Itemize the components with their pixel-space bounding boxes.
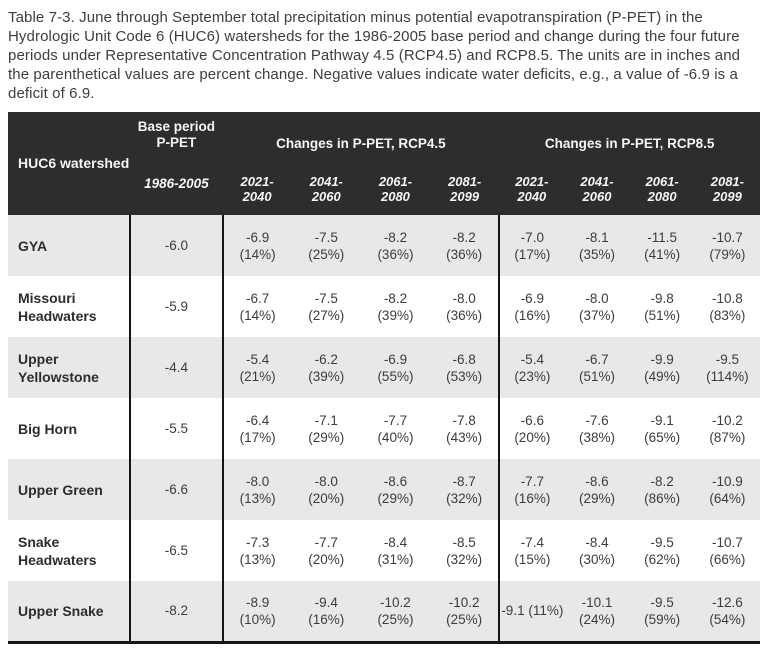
change-value-cell: -10.2 (25%) <box>377 594 414 627</box>
period-header: 2041- 2060 <box>564 174 630 215</box>
change-value-cell: -10.1 (24%) <box>578 594 615 627</box>
change-value-cell: -9.1 (65%) <box>644 412 681 445</box>
change-value-cell: -8.7 (32%) <box>430 459 501 520</box>
change-value-cell: -8.4 (30%) <box>578 534 615 567</box>
period-header: 2021- 2040 <box>222 174 292 215</box>
period-header: 2081- 2099 <box>694 174 760 215</box>
change-value-cell: -8.0 (13%) <box>239 473 276 506</box>
pet-table: HUC6 watershed Base period P-PET Changes… <box>8 112 760 644</box>
change-value-cell: -9.5 (62%) <box>644 534 681 567</box>
base-period-value: -5.5 <box>130 398 224 459</box>
watershed-label: Upper Snake <box>8 581 132 642</box>
watershed-label: Missouri Headwaters <box>8 276 132 337</box>
change-value-cell: -10.9 (64%) <box>709 473 746 506</box>
change-value-cell: -8.4 (31%) <box>377 534 414 567</box>
base-period-value: -6.5 <box>130 520 224 581</box>
change-value-cell: -10.8 (83%) <box>709 290 746 323</box>
base-period-value: -5.9 <box>130 276 224 337</box>
change-value-cell: -9.8 (51%) <box>644 290 681 323</box>
change-value-cell: -10.2 (87%) <box>709 412 746 445</box>
change-value-cell: -8.1 (35%) <box>578 229 615 262</box>
change-value-cell: -8.2 (86%) <box>644 473 681 506</box>
change-value-cell: -9.5 (114%) <box>706 351 749 384</box>
change-value-cell: -7.4 (15%) <box>514 534 551 567</box>
table-row: Upper Yellowstone -4.4 -5.4 (21%) -6.2 (39%… <box>8 337 760 398</box>
change-value-cell: -7.5 (25%) <box>308 229 345 262</box>
change-value-cell: -8.0 (37%) <box>578 290 615 323</box>
huc6-watershed-header: HUC6 watershed <box>8 112 131 215</box>
change-value-cell: -8.2 (39%) <box>377 290 414 323</box>
change-value-cell: -9.4 (16%) <box>308 594 345 627</box>
change-value-cell: -8.0 (20%) <box>308 473 345 506</box>
change-value-cell: -7.5 (27%) <box>308 290 345 323</box>
change-value-cell: -10.7 (66%) <box>709 534 746 567</box>
change-value-cell: -6.9 (14%) <box>239 229 276 262</box>
table-caption: Table 7-3. June through September total … <box>8 9 741 102</box>
table-row: Upper Snake -8.2 -8.9 (10%) -9.4 (16%) -10.2… <box>8 581 760 642</box>
table-row: Snake Headwaters -6.5 -7.3 (13%) -7.7 (20%)… <box>8 520 760 581</box>
watershed-label: Upper Yellowstone <box>8 337 132 398</box>
table-row: Missouri Headwaters -5.9 -6.7 (14%) -7.5 (2… <box>8 276 760 337</box>
change-value-cell: -9.5 (59%) <box>644 594 681 627</box>
change-value-cell: -6.2 (39%) <box>308 351 345 384</box>
change-value-cell: -6.4 (17%) <box>239 412 276 445</box>
base-period-header: Base period P-PET <box>130 112 223 174</box>
change-value-cell: -7.7 (20%) <box>308 534 345 567</box>
table-body: GYA -6.0 -6.9 (14%) -7.5 (25%) -8.2 (36%) -8.… <box>8 215 760 642</box>
change-value-cell: -8.2 (36%) <box>377 229 414 262</box>
base-period-value: -4.4 <box>130 337 224 398</box>
period-header: 2061- 2080 <box>629 174 695 215</box>
change-value-cell: -6.7 (14%) <box>239 290 276 323</box>
change-value-cell: -8.0 (36%) <box>430 276 501 337</box>
header-row-periods: 1986-2005 2021- 2040 2041- 2060 2061- 2080… <box>8 174 760 215</box>
table-header: HUC6 watershed Base period P-PET Changes… <box>8 112 760 215</box>
base-period-years: 1986-2005 <box>130 174 223 215</box>
change-value-cell: -6.9 (16%) <box>514 290 551 323</box>
watershed-label: Snake Headwaters <box>8 520 132 581</box>
base-period-value: -8.2 <box>130 581 224 642</box>
change-value-cell: -9.1 (11%) <box>501 603 564 619</box>
base-period-value: -6.0 <box>130 215 224 276</box>
change-value-cell: -7.0 (17%) <box>514 229 551 262</box>
change-value-cell: -8.2 (36%) <box>430 215 501 276</box>
base-period-value: -6.6 <box>130 459 224 520</box>
table-row: GYA -6.0 -6.9 (14%) -7.5 (25%) -8.2 (36%) -8.… <box>8 215 760 276</box>
change-value-cell: -10.2 (25%) <box>430 581 501 642</box>
change-value-cell: -8.6 (29%) <box>578 473 615 506</box>
header-row-groups: HUC6 watershed Base period P-PET Changes… <box>8 112 760 215</box>
change-value-cell: -10.7 (79%) <box>709 229 746 262</box>
change-value-cell: -7.6 (38%) <box>578 412 615 445</box>
rcp45-group-header: Changes in P-PET, RCP4.5 <box>222 112 500 174</box>
change-value-cell: -6.8 (53%) <box>430 337 501 398</box>
change-value-cell: -8.6 (29%) <box>377 473 414 506</box>
change-value-cell: -7.3 (13%) <box>239 534 276 567</box>
period-header: 2041- 2060 <box>291 174 361 215</box>
change-value-cell: -5.4 (23%) <box>514 351 551 384</box>
watershed-label: Big Horn <box>8 398 132 459</box>
change-value-cell: -8.5 (32%) <box>430 520 501 581</box>
change-value-cell: -7.8 (43%) <box>430 398 501 459</box>
change-value-cell: -6.6 (20%) <box>514 412 551 445</box>
watershed-label: Upper Green <box>8 459 132 520</box>
change-value-cell: -12.6 (54%) <box>709 594 746 627</box>
watershed-label: GYA <box>8 215 132 276</box>
table-row: Big Horn -5.5 -6.4 (17%) -7.1 (29%) -7.7 (40… <box>8 398 760 459</box>
change-value-cell: -6.9 (55%) <box>377 351 414 384</box>
period-header: 2021- 2040 <box>499 174 565 215</box>
period-header: 2061- 2080 <box>360 174 431 215</box>
table-row: Upper Green -6.6 -8.0 (13%) -8.0 (20%) -8.6 … <box>8 459 760 520</box>
change-value-cell: -6.7 (51%) <box>578 351 615 384</box>
change-value-cell: -7.7 (16%) <box>514 473 551 506</box>
rcp85-group-header: Changes in P-PET, RCP8.5 <box>499 112 760 174</box>
change-value-cell: -8.9 (10%) <box>239 594 276 627</box>
change-value-cell: -7.7 (40%) <box>377 412 414 445</box>
period-header: 2081- 2099 <box>430 174 500 215</box>
change-value-cell: -7.1 (29%) <box>308 412 345 445</box>
change-value-cell: -5.4 (21%) <box>239 351 276 384</box>
change-value-cell: -11.5 (41%) <box>644 229 681 262</box>
change-value-cell: -9.9 (49%) <box>644 351 681 384</box>
